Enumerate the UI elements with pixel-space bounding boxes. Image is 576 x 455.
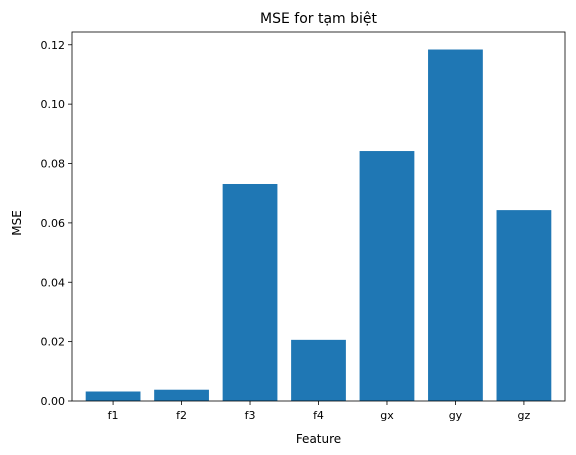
bars-group [85, 49, 552, 401]
x-axis-label: Feature [296, 432, 341, 446]
x-tick-label: f1 [108, 409, 119, 422]
bar-f3 [222, 183, 278, 401]
plot-frame [71, 31, 566, 402]
x-tick-label: gz [518, 409, 531, 422]
y-axis-label: MSE [10, 210, 24, 236]
y-tick-label: 0.00 [41, 395, 66, 408]
x-axis: f1 f2 f3 f4 gx gy gz [108, 401, 531, 422]
x-tick-label: gx [380, 409, 394, 422]
bar-f1 [85, 391, 141, 401]
y-tick-label: 0.06 [41, 217, 66, 230]
y-tick-label: 0.02 [41, 336, 66, 349]
bar-gx [359, 151, 415, 401]
y-axis: 0.00 0.02 0.04 0.06 0.08 0.10 0.12 [41, 39, 72, 408]
y-tick-label: 0.08 [41, 158, 66, 171]
x-tick-label: gy [449, 409, 463, 422]
y-tick-label: 0.12 [41, 39, 66, 52]
chart-title: MSE for tạm biệt [260, 11, 378, 27]
x-tick-label: f3 [245, 409, 256, 422]
bar-gy [428, 49, 483, 401]
y-tick-label: 0.04 [41, 276, 66, 289]
bar-f2 [154, 389, 209, 401]
y-tick-label: 0.10 [41, 98, 66, 111]
x-tick-label: f2 [176, 409, 187, 422]
bar-f4 [291, 339, 346, 401]
x-tick-label: f4 [313, 409, 324, 422]
bar-gz [496, 210, 552, 401]
